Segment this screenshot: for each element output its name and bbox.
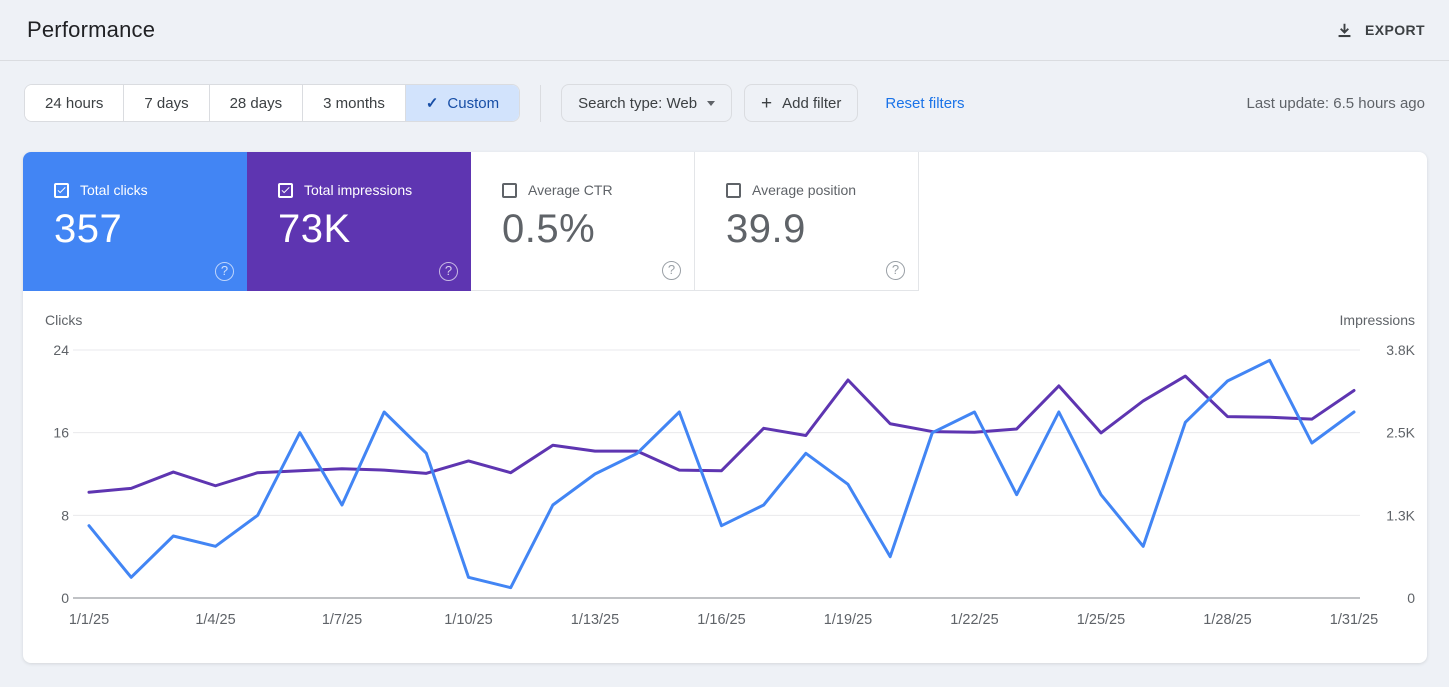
reset-filters-link[interactable]: Reset filters <box>885 94 965 112</box>
svg-text:1/31/25: 1/31/25 <box>1330 612 1378 628</box>
card-value: 357 <box>54 207 123 251</box>
checkbox-total-clicks[interactable] <box>54 182 69 198</box>
card-value: 0.5% <box>502 207 596 251</box>
svg-text:1/25/25: 1/25/25 <box>1077 612 1125 628</box>
svg-text:1.3K: 1.3K <box>1386 507 1415 523</box>
svg-text:1/22/25: 1/22/25 <box>950 612 998 628</box>
cards-row-spacer <box>919 152 1427 291</box>
checkbox-total-impressions[interactable] <box>278 182 293 198</box>
impressions-line <box>87 374 1356 494</box>
plus-icon: + <box>761 92 773 114</box>
card-head: Average CTR <box>502 182 680 198</box>
search-type-dropdown[interactable]: Search type: Web <box>561 84 733 122</box>
svg-text:2.5K: 2.5K <box>1386 425 1415 441</box>
card-label: Total clicks <box>80 182 148 198</box>
filter-toolbar: 24 hours 7 days 28 days 3 months ✓ Custo… <box>24 84 1425 122</box>
search-type-label: Search type: Web <box>578 94 698 112</box>
card-label: Average position <box>752 182 857 198</box>
date-range-24-hours[interactable]: 24 hours <box>25 85 124 121</box>
page-header: Performance EXPORT <box>0 0 1449 61</box>
date-range-selector: 24 hours 7 days 28 days 3 months ✓ Custo… <box>24 84 521 122</box>
download-icon <box>1335 21 1354 40</box>
svg-text:1/28/25: 1/28/25 <box>1203 612 1251 628</box>
help-icon[interactable]: ? <box>886 261 905 280</box>
help-icon[interactable]: ? <box>662 261 681 280</box>
date-range-3-months[interactable]: 3 months <box>302 85 405 121</box>
chevron-down-icon <box>707 100 716 106</box>
help-icon[interactable]: ? <box>215 262 234 281</box>
clicks-line <box>87 358 1356 590</box>
metric-cards-row: Total clicks 357 ? Total impressions 73K… <box>23 152 1427 291</box>
checkbox-average-ctr[interactable] <box>502 182 517 198</box>
card-label: Total impressions <box>304 182 413 198</box>
svg-text:1/1/25: 1/1/25 <box>69 612 109 628</box>
svg-text:1/13/25: 1/13/25 <box>571 612 619 628</box>
date-range-7-days[interactable]: 7 days <box>123 85 209 121</box>
svg-text:1/19/25: 1/19/25 <box>824 612 872 628</box>
page-title: Performance <box>27 17 156 42</box>
date-range-28-days[interactable]: 28 days <box>208 85 303 121</box>
card-total-impressions[interactable]: Total impressions 73K ? <box>247 152 471 291</box>
date-range-custom[interactable]: ✓ Custom <box>404 85 520 121</box>
card-head: Total clicks <box>54 182 233 198</box>
svg-text:3.8K: 3.8K <box>1386 342 1415 358</box>
card-head: Total impressions <box>278 182 457 198</box>
svg-text:16: 16 <box>53 425 69 441</box>
svg-text:1/7/25: 1/7/25 <box>322 612 362 628</box>
svg-text:1/4/25: 1/4/25 <box>195 612 235 628</box>
add-filter-label: Add filter <box>782 94 842 112</box>
export-label: EXPORT <box>1365 22 1425 38</box>
export-button[interactable]: EXPORT <box>1335 21 1425 40</box>
checkmark-icon: ✓ <box>425 95 439 112</box>
svg-text:1/10/25: 1/10/25 <box>444 612 492 628</box>
svg-text:0: 0 <box>61 590 69 606</box>
toolbar-divider <box>540 84 542 122</box>
checkbox-average-position[interactable] <box>726 182 741 198</box>
card-label: Average CTR <box>528 182 613 198</box>
card-average-position[interactable]: Average position 39.9 ? <box>695 152 919 291</box>
chart-area: Clicks Impressions 24 3.8K 16 2.5K 8 1.3K 0 0 1/1/… <box>23 291 1426 663</box>
help-icon[interactable]: ? <box>439 262 458 281</box>
card-average-ctr[interactable]: Average CTR 0.5% ? <box>471 152 695 291</box>
last-update-text: Last update: 6.5 hours ago <box>1246 94 1425 112</box>
svg-text:8: 8 <box>61 507 69 523</box>
card-value: 73K <box>278 207 351 251</box>
svg-text:1/16/25: 1/16/25 <box>697 612 745 628</box>
svg-text:Clicks: Clicks <box>45 312 82 328</box>
card-value: 39.9 <box>726 207 806 251</box>
card-total-clicks[interactable]: Total clicks 357 ? <box>23 152 247 291</box>
svg-text:24: 24 <box>53 342 69 358</box>
card-head: Average position <box>726 182 904 198</box>
date-range-custom-label: Custom <box>447 94 500 112</box>
svg-text:Impressions: Impressions <box>1340 312 1415 328</box>
svg-text:0: 0 <box>1407 590 1415 606</box>
add-filter-button[interactable]: + Add filter <box>744 84 859 122</box>
performance-panel: Total clicks 357 ? Total impressions 73K… <box>23 152 1427 663</box>
